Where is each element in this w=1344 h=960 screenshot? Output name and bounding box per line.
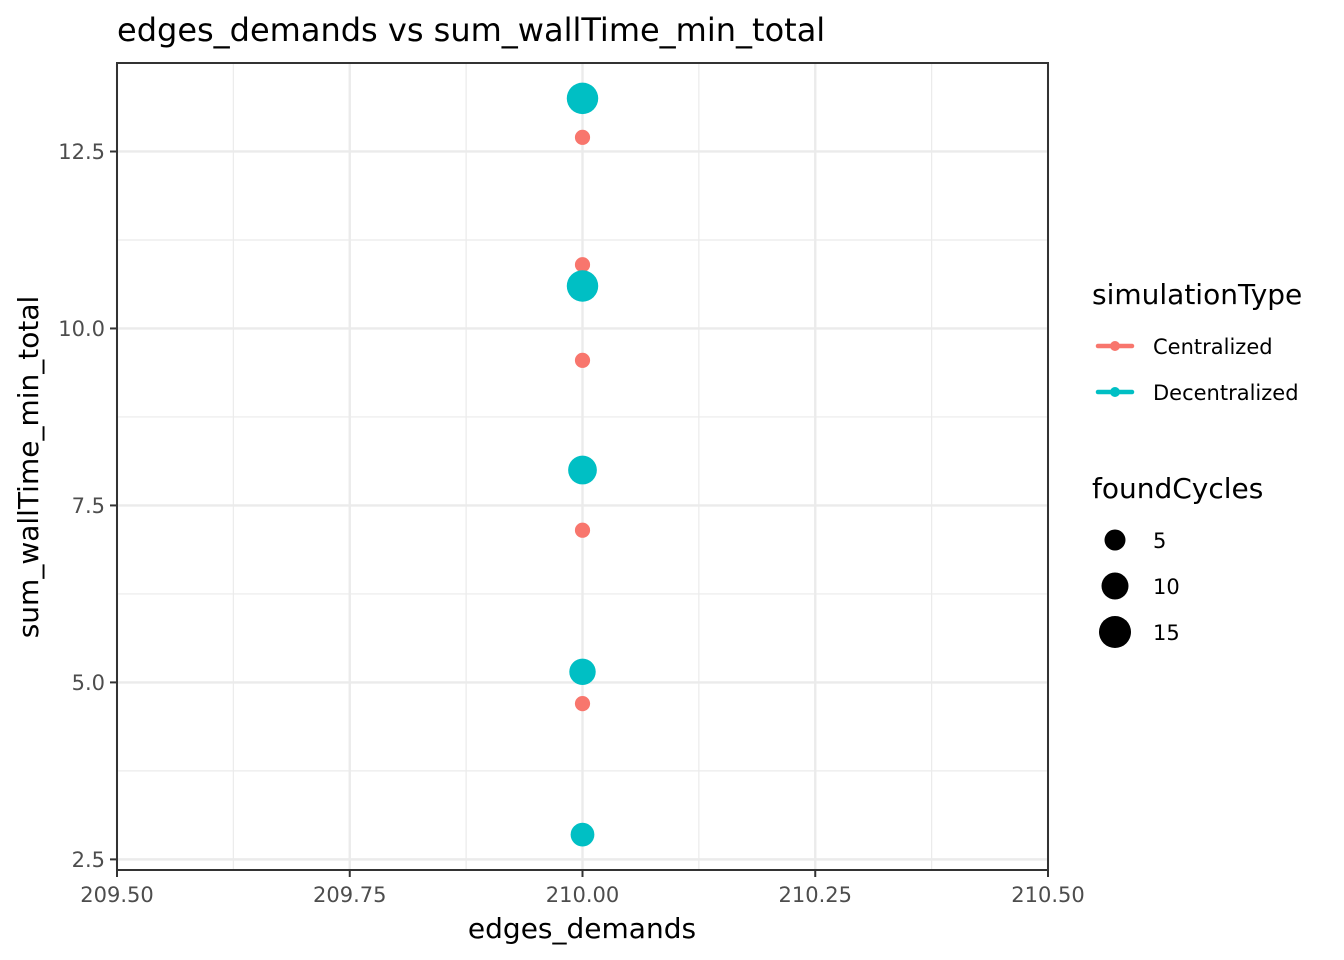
decentralized-legend-dot bbox=[1110, 387, 1120, 397]
decentralized-point bbox=[566, 270, 599, 302]
color-legend-title: simulationType bbox=[1092, 278, 1302, 311]
y-tick-label: 12.5 bbox=[58, 140, 105, 164]
data-points bbox=[566, 82, 599, 847]
chart-title: edges_demands vs sum_wallTime_min_total bbox=[117, 11, 825, 49]
size-legend-label: 10 bbox=[1153, 575, 1180, 599]
legend: simulationType CentralizedDecentralized … bbox=[1092, 278, 1302, 648]
decentralized-point bbox=[569, 658, 596, 686]
decentralized-legend-label: Decentralized bbox=[1153, 381, 1299, 405]
x-tick-label: 210.25 bbox=[779, 883, 852, 907]
x-axis-ticks: 209.50 209.75 210.00 210.25 210.50 bbox=[80, 870, 1085, 907]
x-axis-title: edges_demands bbox=[468, 912, 696, 945]
y-axis-title: sum_wallTime_min_total bbox=[12, 296, 45, 639]
centralized-point bbox=[574, 129, 591, 145]
centralized-point bbox=[574, 352, 591, 368]
centralized-point bbox=[574, 522, 591, 538]
size-legend-items: 5 10 15 bbox=[1099, 529, 1180, 648]
centralized-legend-label: Centralized bbox=[1153, 335, 1273, 359]
size-legend-dot bbox=[1101, 572, 1129, 600]
size-legend-label: 5 bbox=[1153, 529, 1166, 553]
centralized-legend-dot bbox=[1110, 341, 1120, 351]
decentralized-point bbox=[568, 455, 597, 485]
y-tick-label: 7.5 bbox=[72, 494, 105, 518]
centralized-point bbox=[574, 696, 591, 712]
color-legend-items: Centralized Decentralized bbox=[1095, 335, 1299, 405]
centralized-point bbox=[574, 257, 591, 273]
x-tick-label: 209.50 bbox=[80, 883, 153, 907]
size-legend-dot bbox=[1099, 616, 1131, 648]
size-legend-label: 15 bbox=[1153, 621, 1180, 645]
y-tick-label: 2.5 bbox=[72, 848, 105, 872]
x-tick-label: 210.50 bbox=[1011, 883, 1084, 907]
size-legend-title: foundCycles bbox=[1092, 472, 1263, 505]
decentralized-point bbox=[570, 822, 595, 847]
y-axis-ticks: 2.5 5.0 7.5 10.0 12.5 bbox=[58, 140, 117, 872]
y-tick-label: 10.0 bbox=[58, 317, 105, 341]
y-tick-label: 5.0 bbox=[72, 671, 105, 695]
x-tick-label: 209.75 bbox=[313, 883, 386, 907]
x-tick-label: 210.00 bbox=[546, 883, 619, 907]
size-legend-dot bbox=[1104, 529, 1126, 551]
decentralized-point bbox=[566, 82, 599, 115]
